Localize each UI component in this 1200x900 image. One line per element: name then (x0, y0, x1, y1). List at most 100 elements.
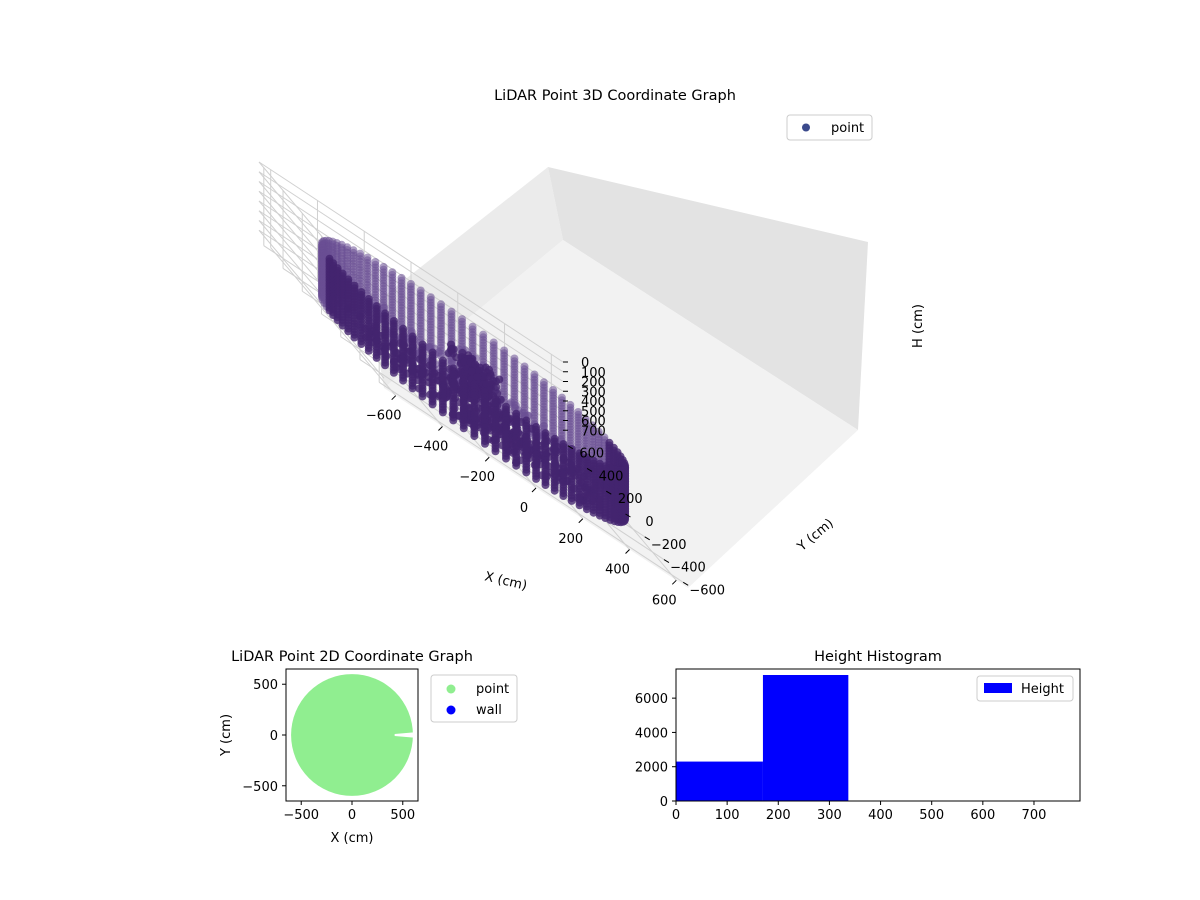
data-point-3d (344, 327, 353, 336)
x-tick-label-2d: 0 (348, 808, 356, 823)
y-tick-mark-3d (586, 468, 593, 472)
histogram-x-tick-label: 600 (970, 808, 995, 823)
point-cloud-2d (291, 674, 413, 796)
data-point-3d (428, 400, 437, 409)
legend-2d-marker-wall (446, 705, 456, 715)
x-tick-label-3d: 600 (652, 593, 677, 608)
x-tick-mark-3d (531, 487, 537, 493)
histogram-x-tick-label: 500 (919, 808, 944, 823)
histogram-y-tick-label: 2000 (635, 761, 668, 776)
data-point-3d (470, 432, 479, 441)
data-point-3d (399, 376, 408, 385)
x-tick-mark-3d (391, 395, 397, 401)
data-point-3d (582, 505, 591, 514)
legend-3d-label-point: point (831, 121, 864, 136)
y-tick-label-3d: −400 (670, 561, 706, 576)
data-point-3d (575, 501, 584, 510)
y-tick-mark-3d (644, 536, 650, 541)
x-tick-label-3d: 200 (558, 532, 583, 547)
ticks-2d: −500 0 500 −500 0 500 (242, 678, 415, 823)
legend-3d: point (786, 114, 873, 141)
histogram-x-tick-label: 700 (1022, 808, 1047, 823)
data-point-3d (381, 361, 390, 370)
x-tick-label-3d: 0 (520, 501, 528, 516)
x-tick-label-3d: 400 (605, 563, 630, 578)
legend-2d-marker-point (446, 684, 456, 694)
data-point-3d (541, 481, 550, 489)
x-axis-label-3d: X (cm) (483, 569, 528, 593)
data-point-3d (485, 378, 494, 387)
z-tick-label-3d: 300 (581, 385, 606, 400)
data-point-3d (522, 468, 531, 477)
data-point-3d (449, 349, 457, 358)
grid-line-back-z (258, 171, 564, 373)
x-tick-mark-3d (671, 579, 677, 585)
y-tick-mark-3d (663, 559, 670, 563)
y-tick-label-3d: 600 (579, 447, 604, 462)
ticks-3d: −600 −400 −200 0 200 400 600 −600 −400 −200 0 200 40… (366, 356, 725, 608)
histogram-bars (676, 675, 849, 801)
x-tick-mark-3d (625, 549, 630, 554)
y-axis-label-2d: Y (cm) (219, 714, 234, 757)
z-tick-label-3d: 400 (581, 395, 606, 410)
data-point-3d (512, 461, 521, 470)
x-tick-label-3d: −200 (459, 470, 495, 485)
data-point-3d (438, 408, 447, 417)
x-tick-mark-3d (484, 456, 490, 462)
histogram-y-tick-label: 4000 (635, 726, 668, 741)
legend-histogram-box (976, 675, 1074, 702)
legend-3d-marker-point (802, 123, 810, 132)
histogram-x-tick-label: 400 (868, 808, 893, 823)
legend-2d-label-wall: wall (476, 703, 502, 718)
histogram-frame (675, 668, 1081, 802)
y-tick-mark-3d (567, 445, 574, 450)
data-point-3d (491, 447, 500, 456)
data-point-3d (492, 382, 501, 391)
y-axis-label-3d: Y (cm) (794, 516, 837, 555)
z-tick-label-3d: 100 (581, 366, 606, 381)
histogram-bar (676, 761, 763, 801)
legend-histogram: Height (976, 675, 1074, 702)
histogram-title: Height Histogram (814, 649, 942, 665)
x-tick-label-3d: −600 (366, 409, 402, 424)
x-axis-label-2d: X (cm) (331, 831, 374, 846)
y-tick-label-2d: 0 (270, 729, 278, 744)
data-point-3d (389, 368, 398, 377)
y-tick-label-2d: −500 (242, 780, 278, 795)
y-tick-label-3d: −200 (651, 538, 687, 553)
x-tick-label-3d: −400 (413, 439, 449, 454)
y-tick-label-3d: 0 (645, 515, 653, 530)
x-tick-mark-3d (438, 426, 443, 431)
y-tick-mark-3d (682, 581, 689, 586)
grid-line-back-z (258, 161, 564, 363)
chart-2d: LiDAR Point 2D Coordinate Graph −500 0 500… (219, 649, 518, 846)
histogram-bar (762, 675, 849, 801)
z-axis-label-3d: H (cm) (911, 304, 926, 348)
histogram-ticks: 0 100 200 300 400 500 600 700 0 2000 4000 6000 (635, 692, 1046, 823)
pane-floor (384, 240, 858, 588)
grid-line-floor-y (378, 381, 684, 583)
z-tick-label-3d: 200 (581, 376, 606, 391)
grid-line-floor-y (359, 359, 665, 560)
y-tick-label-3d: −600 (689, 583, 725, 598)
data-point-3d (357, 340, 366, 348)
y-tick-label-3d: 400 (599, 469, 624, 484)
data-point-3d (502, 454, 510, 463)
y-tick-mark-3d (625, 513, 631, 518)
data-point-3d (364, 346, 373, 355)
chart-histogram: Height Histogram 0 100 200 300 400 500 600 7000… (635, 649, 1081, 823)
chart-3d: LiDAR Point 3D Coordinate Graph −600 −400… (258, 88, 926, 608)
data-point-3d (473, 372, 482, 381)
data-point-3d (350, 333, 359, 342)
legend-histogram-label: Height (1021, 682, 1064, 697)
data-point-3d (458, 348, 467, 357)
histogram-x-tick-label: 100 (715, 808, 740, 823)
y-tick-label-2d: 500 (253, 678, 278, 693)
y-tick-mark-3d (606, 490, 612, 495)
data-point-3d (449, 416, 458, 425)
z-tick-label-3d: 600 (581, 415, 606, 430)
z-tick-label-3d: 700 (581, 424, 606, 439)
data-point-3d (539, 422, 548, 430)
histogram-x-tick-label: 200 (766, 808, 791, 823)
